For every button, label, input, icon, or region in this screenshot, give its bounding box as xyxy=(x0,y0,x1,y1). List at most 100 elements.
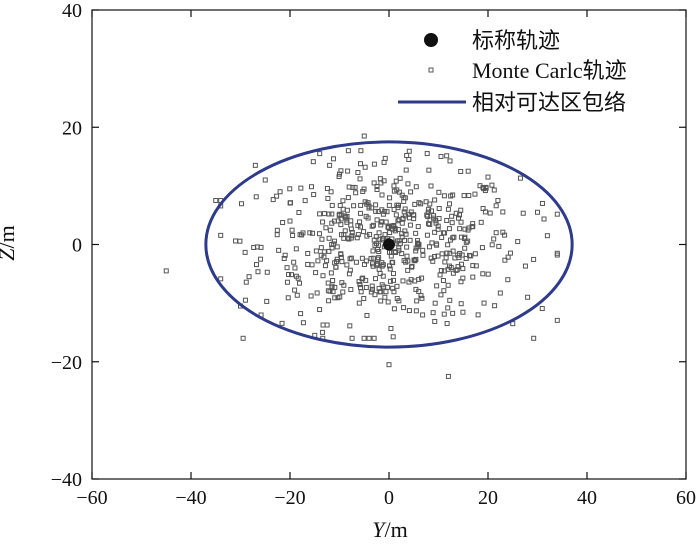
monte-carlo-point xyxy=(539,200,545,206)
monte-carlo-point xyxy=(491,187,497,193)
monte-carlo-point xyxy=(477,183,483,189)
monte-carlo-point xyxy=(218,276,224,282)
monte-carlo-point xyxy=(458,301,464,307)
monte-carlo-point xyxy=(405,258,411,264)
monte-carlo-point xyxy=(396,245,402,251)
monte-carlo-point xyxy=(408,189,414,195)
monte-carlo-point xyxy=(298,185,304,191)
monte-carlo-point xyxy=(406,308,412,314)
monte-carlo-point xyxy=(489,242,495,248)
monte-carlo-point xyxy=(386,362,392,368)
monte-carlo-point xyxy=(431,213,437,219)
legend-item-monte-carlo: Monte Carlc轨迹 xyxy=(428,58,627,83)
monte-carlo-point xyxy=(399,192,405,198)
monte-carlo-point xyxy=(287,218,293,224)
monte-carlo-point xyxy=(419,295,425,301)
y-tick-label: 0 xyxy=(72,235,82,257)
monte-carlo-point xyxy=(347,267,353,273)
monte-carlo-point xyxy=(485,271,491,277)
monte-carlo-point xyxy=(296,280,302,286)
monte-carlo-point xyxy=(373,208,379,214)
monte-carlo-point xyxy=(281,255,287,261)
monte-carlo-point xyxy=(390,334,396,340)
monte-carlo-point xyxy=(375,209,381,215)
monte-carlo-point xyxy=(372,292,378,298)
monte-carlo-point xyxy=(331,218,337,224)
monte-carlo-point xyxy=(380,273,386,279)
monte-carlo-point xyxy=(237,238,243,244)
monte-carlo-point xyxy=(277,189,283,195)
monte-carlo-point xyxy=(305,250,311,256)
monte-carlo-point xyxy=(357,219,363,225)
monte-carlo-point xyxy=(541,216,547,222)
monte-carlo-point xyxy=(376,248,382,254)
monte-carlo-point xyxy=(346,184,352,190)
monte-carlo-point xyxy=(344,262,350,268)
monte-carlo-point xyxy=(338,168,344,174)
monte-carlo-point xyxy=(360,275,366,281)
monte-carlo-point xyxy=(385,299,391,305)
x-tick-label: 20 xyxy=(478,487,498,509)
monte-carlo-point xyxy=(361,296,367,302)
monte-carlo-point xyxy=(255,269,261,275)
monte-carlo-point xyxy=(313,248,319,254)
monte-carlo-point xyxy=(446,226,452,232)
monte-carlo-point xyxy=(390,277,396,283)
monte-carlo-point xyxy=(327,162,333,168)
monte-carlo-point xyxy=(377,289,383,295)
monte-carlo-point xyxy=(362,164,368,170)
monte-carlo-point xyxy=(407,222,413,228)
monte-carlo-point xyxy=(324,322,330,328)
monte-carlo-point xyxy=(345,168,351,174)
monte-carlo-point xyxy=(324,185,330,191)
x-tick-label: 60 xyxy=(676,487,696,509)
monte-carlo-point xyxy=(380,211,386,217)
monte-carlo-point xyxy=(286,272,292,278)
monte-carlo-point xyxy=(389,259,395,265)
monte-carlo-point xyxy=(296,209,302,215)
monte-carlo-point xyxy=(401,198,407,204)
monte-carlo-point xyxy=(294,292,300,298)
monte-carlo-point xyxy=(317,211,323,217)
monte-carlo-point xyxy=(353,259,359,265)
monte-carlo-point xyxy=(326,298,332,304)
monte-carlo-point xyxy=(416,276,422,282)
monte-carlo-point xyxy=(461,193,467,199)
tick-marks xyxy=(91,9,687,480)
monte-carlo-point xyxy=(445,282,451,288)
monte-carlo-point xyxy=(399,234,405,240)
monte-carlo-point xyxy=(456,215,462,221)
monte-carlo-point xyxy=(515,239,521,245)
monte-carlo-point xyxy=(434,283,440,289)
monte-carlo-point xyxy=(391,289,397,295)
monte-carlo-point xyxy=(357,224,363,230)
monte-carlo-point xyxy=(465,238,471,244)
monte-carlo-point xyxy=(441,288,447,294)
monte-carlo-point xyxy=(308,184,314,190)
monte-carlo-point xyxy=(463,255,469,261)
monte-carlo-point xyxy=(491,236,497,242)
monte-carlo-point xyxy=(424,212,430,218)
monte-carlo-point xyxy=(419,275,425,281)
monte-carlo-point xyxy=(316,231,322,237)
monte-carlo-point xyxy=(433,218,439,224)
x-tick-label: 0 xyxy=(384,487,394,509)
monte-carlo-point xyxy=(394,295,400,301)
monte-carlo-point xyxy=(391,222,397,228)
monte-carlo-point xyxy=(347,256,353,262)
monte-carlo-point xyxy=(366,335,372,341)
monte-carlo-point xyxy=(383,289,389,295)
monte-carlo-point xyxy=(370,261,376,267)
monte-carlo-point xyxy=(298,311,304,317)
monte-carlo-point xyxy=(432,300,438,306)
monte-carlo-point xyxy=(440,278,446,284)
monte-carlo-point xyxy=(470,274,476,280)
monte-carlo-point xyxy=(387,195,393,201)
monte-carlo-point xyxy=(466,193,472,199)
monte-carlo-point xyxy=(462,236,468,242)
monte-carlo-point xyxy=(441,193,447,199)
monte-carlo-point xyxy=(473,263,479,269)
monte-carlo-point xyxy=(460,275,466,281)
monte-carlo-point xyxy=(321,254,327,260)
